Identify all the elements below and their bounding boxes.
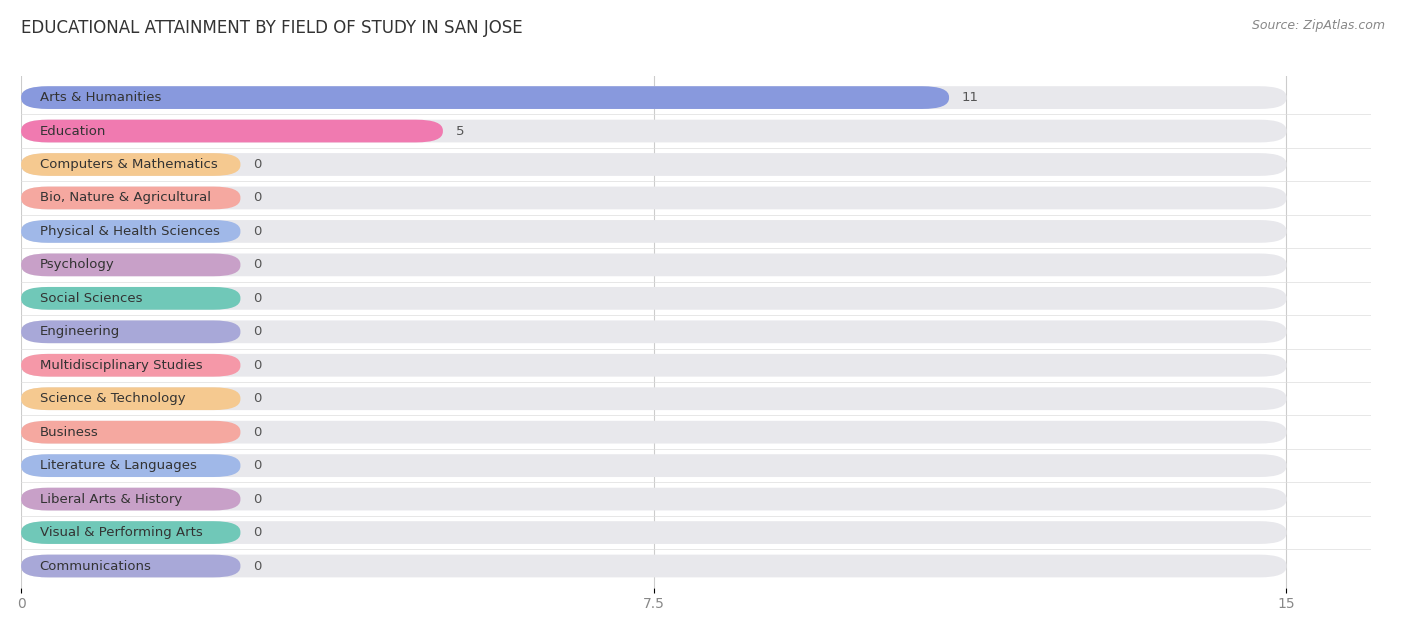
FancyBboxPatch shape xyxy=(21,387,240,410)
FancyBboxPatch shape xyxy=(21,153,240,176)
Text: Liberal Arts & History: Liberal Arts & History xyxy=(39,492,181,506)
Text: 0: 0 xyxy=(253,325,262,338)
Text: Engineering: Engineering xyxy=(39,325,120,338)
FancyBboxPatch shape xyxy=(21,186,240,209)
Text: Computers & Mathematics: Computers & Mathematics xyxy=(39,158,218,171)
Text: 5: 5 xyxy=(456,125,464,138)
Text: Communications: Communications xyxy=(39,559,152,573)
Text: Science & Technology: Science & Technology xyxy=(39,392,186,405)
Text: 0: 0 xyxy=(253,225,262,238)
FancyBboxPatch shape xyxy=(21,421,1286,444)
FancyBboxPatch shape xyxy=(21,387,1286,410)
FancyBboxPatch shape xyxy=(21,488,240,511)
Text: Bio, Nature & Agricultural: Bio, Nature & Agricultural xyxy=(39,191,211,205)
Text: Arts & Humanities: Arts & Humanities xyxy=(39,91,162,104)
FancyBboxPatch shape xyxy=(21,521,240,544)
FancyBboxPatch shape xyxy=(21,320,1286,343)
FancyBboxPatch shape xyxy=(21,153,1286,176)
Text: Social Sciences: Social Sciences xyxy=(39,292,142,305)
FancyBboxPatch shape xyxy=(21,555,240,578)
Text: Education: Education xyxy=(39,125,105,138)
FancyBboxPatch shape xyxy=(21,354,1286,377)
FancyBboxPatch shape xyxy=(21,119,443,142)
FancyBboxPatch shape xyxy=(21,454,1286,477)
FancyBboxPatch shape xyxy=(21,454,240,477)
FancyBboxPatch shape xyxy=(21,421,240,444)
FancyBboxPatch shape xyxy=(21,253,1286,276)
Text: 0: 0 xyxy=(253,191,262,205)
FancyBboxPatch shape xyxy=(21,320,240,343)
FancyBboxPatch shape xyxy=(21,86,1286,109)
Text: 0: 0 xyxy=(253,492,262,506)
FancyBboxPatch shape xyxy=(21,119,1286,142)
FancyBboxPatch shape xyxy=(21,220,1286,243)
Text: Physical & Health Sciences: Physical & Health Sciences xyxy=(39,225,219,238)
FancyBboxPatch shape xyxy=(21,555,1286,578)
Text: Business: Business xyxy=(39,426,98,439)
Text: Literature & Languages: Literature & Languages xyxy=(39,459,197,472)
Text: 11: 11 xyxy=(962,91,979,104)
FancyBboxPatch shape xyxy=(21,86,949,109)
FancyBboxPatch shape xyxy=(21,220,240,243)
Text: 0: 0 xyxy=(253,426,262,439)
Text: Visual & Performing Arts: Visual & Performing Arts xyxy=(39,526,202,539)
Text: 0: 0 xyxy=(253,526,262,539)
Text: 0: 0 xyxy=(253,258,262,271)
FancyBboxPatch shape xyxy=(21,488,1286,511)
Text: 0: 0 xyxy=(253,459,262,472)
Text: 0: 0 xyxy=(253,359,262,372)
FancyBboxPatch shape xyxy=(21,354,240,377)
FancyBboxPatch shape xyxy=(21,186,1286,209)
Text: Psychology: Psychology xyxy=(39,258,114,271)
FancyBboxPatch shape xyxy=(21,253,240,276)
Text: 0: 0 xyxy=(253,392,262,405)
Text: Multidisciplinary Studies: Multidisciplinary Studies xyxy=(39,359,202,372)
FancyBboxPatch shape xyxy=(21,287,240,310)
Text: Source: ZipAtlas.com: Source: ZipAtlas.com xyxy=(1251,19,1385,32)
Text: 0: 0 xyxy=(253,559,262,573)
Text: 0: 0 xyxy=(253,158,262,171)
FancyBboxPatch shape xyxy=(21,287,1286,310)
Text: 0: 0 xyxy=(253,292,262,305)
Text: EDUCATIONAL ATTAINMENT BY FIELD OF STUDY IN SAN JOSE: EDUCATIONAL ATTAINMENT BY FIELD OF STUDY… xyxy=(21,19,523,37)
FancyBboxPatch shape xyxy=(21,521,1286,544)
